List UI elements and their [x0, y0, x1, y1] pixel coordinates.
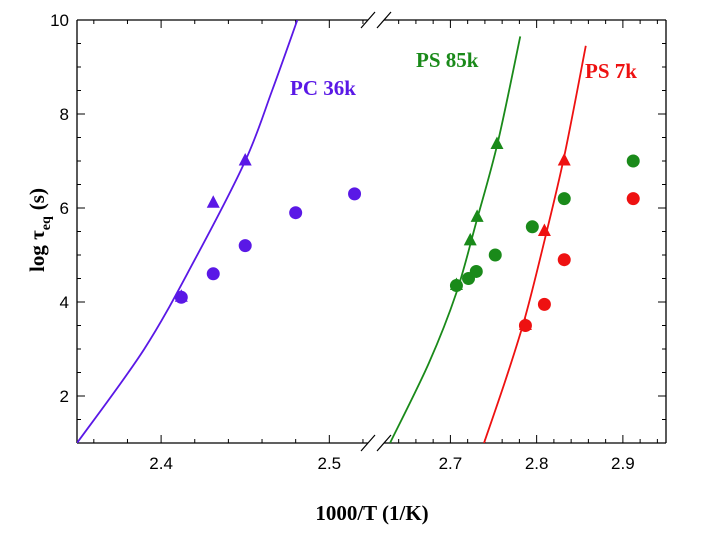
y-tick-label: 8 — [60, 105, 69, 124]
ps-7k-triangle-point — [518, 317, 532, 330]
pc-36k-circle-point — [289, 206, 303, 220]
axis-break-mark-top-1 — [360, 11, 376, 29]
pc-36k-circle-point — [348, 187, 362, 201]
x-axis-title: 1000/T (1/K) — [315, 501, 428, 525]
ps-7k-triangle-point — [557, 153, 571, 166]
ps-85k-circle-point — [557, 192, 571, 206]
ps-7k-circle-point — [557, 253, 571, 267]
pc-36k-fit-line — [77, 20, 299, 443]
ps-85k-triangle-point — [449, 277, 463, 291]
y-axis-title-sub: eq — [39, 216, 54, 230]
ps-7k-fit-line — [483, 45, 587, 443]
data-markers — [174, 136, 640, 332]
axis-break-mark-bottom-2 — [376, 434, 392, 452]
fit-curves — [77, 20, 587, 443]
x-tick-label: 2.7 — [439, 454, 463, 473]
pc-36k-triangle-point — [206, 195, 220, 208]
ps-85k-circle-point — [488, 248, 502, 262]
ps-85k-label: PS 85k — [416, 48, 479, 72]
y-axis-title: log τeq (s) — [25, 188, 54, 272]
series-labels: PC 36k PS 85k PS 7k — [290, 48, 637, 100]
x-tick-label: 2.8 — [525, 454, 549, 473]
ps-7k-label: PS 7k — [585, 59, 637, 83]
ps-7k-triangle-point — [537, 223, 551, 236]
ps-7k-circle-point — [537, 297, 551, 311]
pc-36k-triangle-point — [238, 153, 252, 166]
pc-36k-circle-point — [238, 239, 252, 253]
y-tick-label: 6 — [60, 199, 69, 218]
axes: 2 4 6 8 10 2.4 2.5 2.7 2.8 2.9 — [50, 11, 667, 473]
ps-85k-fit-line — [389, 36, 522, 443]
y-axis-title-unit: (s) — [25, 188, 49, 210]
y-tick-label: 10 — [50, 11, 69, 30]
pc-36k-circle-point — [206, 267, 220, 281]
x-tick-label: 2.4 — [149, 454, 173, 473]
pc-36k-label: PC 36k — [290, 76, 356, 100]
axis-break-mark-bottom-1 — [360, 434, 376, 452]
y-tick-label: 2 — [60, 387, 69, 406]
ps-85k-circle-point — [469, 264, 483, 278]
x-tick-label: 2.9 — [611, 454, 635, 473]
x-tick-label: 2.5 — [317, 454, 341, 473]
ps-7k-circle-point — [626, 192, 640, 206]
ps-85k-triangle-point — [463, 232, 477, 246]
y-axis-title-main: log τ — [25, 230, 49, 272]
ps-85k-triangle-point — [490, 136, 504, 150]
axis-break-mark-top-2 — [376, 11, 392, 29]
y-tick-label: 4 — [60, 293, 69, 312]
pc-36k-triangle-point — [174, 289, 188, 302]
ps-85k-triangle-point — [470, 209, 484, 222]
ps-85k-circle-point — [525, 220, 539, 234]
ps-85k-circle-point — [626, 154, 640, 168]
